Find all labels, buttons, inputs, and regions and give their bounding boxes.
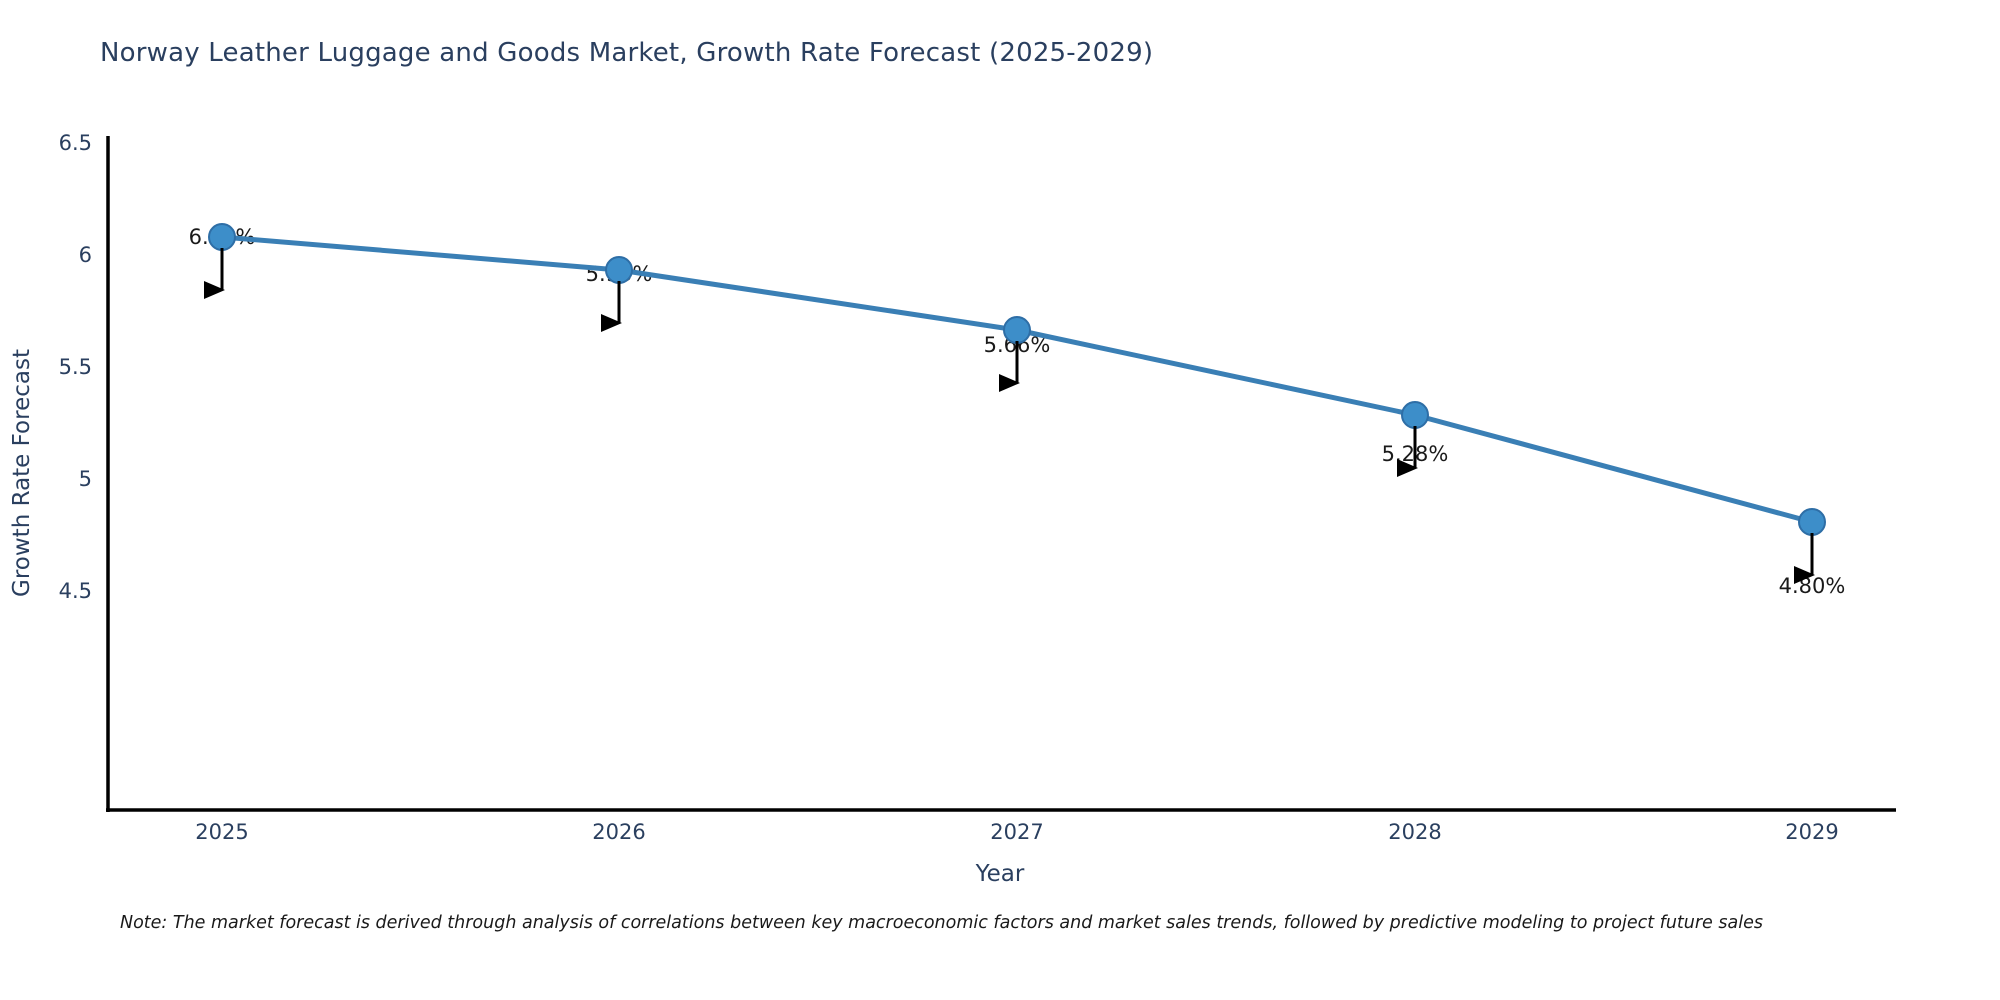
chart-title: Norway Leather Luggage and Goods Market,…: [100, 38, 1154, 68]
x-tick-label-2029: 2029: [1785, 820, 1839, 844]
x-tick-label-2028: 2028: [1388, 820, 1442, 844]
y-tick-label: 4.5: [58, 579, 92, 603]
data-point-2029[interactable]: [1798, 508, 1826, 536]
data-point-2025[interactable]: [208, 223, 236, 251]
data-point-2027[interactable]: [1003, 316, 1031, 344]
x-axis-title: Year: [975, 861, 1025, 887]
data-point-2028[interactable]: [1401, 401, 1429, 429]
y-tick-label: 6.5: [58, 131, 92, 155]
x-tick-label-2026: 2026: [592, 820, 646, 844]
y-tick-label: 6: [78, 243, 92, 267]
x-tick-label-2027: 2027: [990, 820, 1044, 844]
chart-footnote: Note: The market forecast is derived thr…: [120, 913, 1763, 933]
y-tick-label: 5.5: [58, 355, 92, 379]
x-tick-label-2025: 2025: [195, 820, 249, 844]
y-tick-label: 5: [78, 467, 92, 491]
data-point-2026[interactable]: [605, 256, 633, 284]
